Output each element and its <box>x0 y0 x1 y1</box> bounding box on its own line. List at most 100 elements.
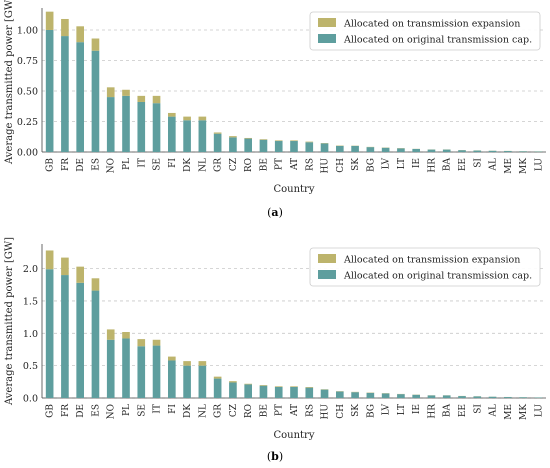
x-tick-label: PT <box>275 404 285 416</box>
x-tick-label: GR <box>214 404 224 418</box>
x-tick-label: DE <box>76 158 86 172</box>
bar-original-sk <box>351 392 359 398</box>
x-tick-label: FR <box>61 404 71 417</box>
y-tick-label: 1.5 <box>23 296 38 307</box>
bar-expansion-ro <box>244 137 252 139</box>
bar-original-es <box>91 50 100 152</box>
bar-original-mk <box>519 151 527 152</box>
bar-original-gr <box>213 378 222 398</box>
x-tick-label: GR <box>214 158 224 172</box>
bar-original-hr <box>427 149 436 152</box>
x-tick-label: IE <box>412 404 422 414</box>
x-tick-label: BE <box>259 404 269 417</box>
x-tick-label: SI <box>473 158 483 168</box>
x-tick-label: RO <box>244 158 254 172</box>
x-tick-label: SE <box>137 404 147 417</box>
legend-box <box>309 11 541 51</box>
bar-original-fi <box>168 360 176 398</box>
bar-original-me <box>504 151 512 152</box>
x-tick-label: PL <box>122 158 132 170</box>
bar-original-dk <box>183 120 191 152</box>
bar-original-ie <box>412 148 420 152</box>
bar-original-ee <box>458 396 466 398</box>
bar-original-lv <box>381 393 390 398</box>
bar-original-hu <box>320 389 329 398</box>
legend-label-original: Allocated on original transmission cap. <box>343 35 532 46</box>
x-tick-label: CH <box>336 158 346 173</box>
bar-original-pl <box>122 95 130 152</box>
legend-swatch-original <box>318 34 336 43</box>
bar-original-bg <box>366 392 375 398</box>
bar-expansion-fi <box>168 112 176 117</box>
y-tick-label: 1.0 <box>23 329 38 340</box>
bar-original-dk <box>183 365 191 398</box>
x-tick-label: DE <box>76 404 86 418</box>
bar-original-gb <box>45 269 54 398</box>
bar-original-de <box>76 282 84 398</box>
bar-original-be <box>259 385 268 398</box>
x-tick-label: NL <box>198 158 208 172</box>
x-tick-label: RS <box>305 404 315 417</box>
y-tick-label: 0.50 <box>17 86 38 97</box>
bar-expansion-gr <box>213 132 222 134</box>
bar-expansion-gb <box>45 11 54 30</box>
bar-expansion-de <box>76 266 84 283</box>
x-tick-label: NL <box>198 404 208 418</box>
bar-original-be <box>259 139 268 152</box>
bar-original-ro <box>244 138 252 152</box>
bar-expansion-no <box>106 329 115 340</box>
bar-original-cz <box>229 137 237 152</box>
bar-original-gr <box>213 133 222 152</box>
x-tick-label: HR <box>427 158 437 173</box>
y-tick-label: 1.00 <box>17 25 38 36</box>
bar-original-lt <box>397 148 405 152</box>
legend-label-original: Allocated on original transmission cap. <box>343 271 532 282</box>
x-tick-label: MK <box>519 404 529 420</box>
bar-original-gb <box>45 29 54 152</box>
bar-original-pt <box>274 141 283 152</box>
bar-expansion-fr <box>61 18 69 37</box>
chart-panel-a: 0.00 0.25 0.50 0.75 1.00 GB FR DE ES NO PL IT SE FI DK… <box>4 0 546 195</box>
bar-original-al <box>488 150 497 152</box>
bar-expansion-at <box>290 386 298 387</box>
bar-original-no <box>106 97 115 152</box>
legend-label-expansion: Allocated on transmission expansion <box>343 255 520 266</box>
bar-original-nl <box>198 120 207 152</box>
bar-original-hr <box>427 395 436 398</box>
x-axis-label: Country <box>273 184 314 195</box>
x-tick-label: SI <box>473 404 483 414</box>
x-tick-label: EE <box>458 158 468 171</box>
x-tick-label: ES <box>91 404 101 417</box>
bar-expansion-dk <box>183 116 191 121</box>
bar-expansion-cz <box>229 136 237 138</box>
bar-original-ie <box>412 394 420 398</box>
x-tick-label: FI <box>168 158 178 168</box>
bar-expansion-rs <box>305 141 314 143</box>
bar-original-fr <box>61 275 69 398</box>
x-tick-label: AT <box>290 158 300 171</box>
bar-original-ba <box>442 149 451 152</box>
bar-original-it <box>137 101 146 152</box>
legend-swatch-expansion <box>318 18 336 27</box>
x-tick-label: MK <box>519 158 529 174</box>
caption-a: (a) <box>267 206 283 219</box>
x-tick-label: GB <box>46 404 56 418</box>
bar-expansion-dk <box>183 361 191 366</box>
x-tick-label: IT <box>137 158 147 168</box>
bar-expansion-se <box>152 95 161 104</box>
bar-original-ee <box>458 150 466 152</box>
caption-b: (b) <box>266 450 284 463</box>
x-tick-label: ME <box>504 404 514 420</box>
x-tick-label: SK <box>351 404 361 417</box>
bar-original-me <box>504 397 512 398</box>
y-tick-label: 0.0 <box>23 394 38 405</box>
bar-original-si <box>473 150 482 152</box>
bar-original-de <box>76 42 84 152</box>
bar-original-hu <box>320 143 329 152</box>
bar-expansion-fr <box>61 257 69 276</box>
legend-box <box>309 247 541 287</box>
legend-swatch-original <box>318 270 336 279</box>
bar-original-at <box>290 387 298 398</box>
x-tick-label: NO <box>107 404 117 419</box>
bar-expansion-it <box>152 339 161 346</box>
